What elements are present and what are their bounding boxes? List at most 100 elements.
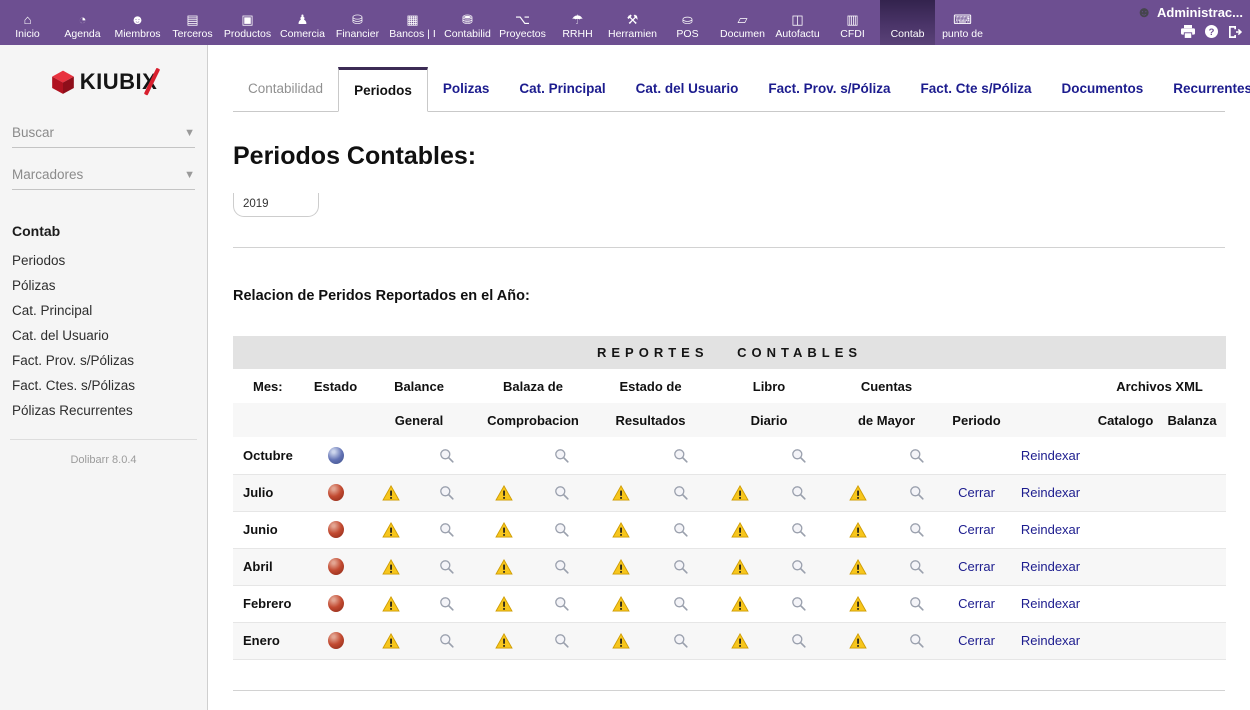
nav-item-miembros[interactable]: ☻ Miembros (110, 0, 165, 45)
tab-recurrentes[interactable]: Recurrentes (1173, 81, 1250, 96)
tab-fact-cte-s-p-liza[interactable]: Fact. Cte s/Póliza (920, 81, 1032, 96)
search-icon-balance-general[interactable] (439, 596, 455, 612)
nav-item-punto-de[interactable]: ⌨ punto de (935, 0, 990, 45)
search-icon-balance-general[interactable] (439, 559, 455, 575)
nav-item-rrhh[interactable]: ☂ RRHH (550, 0, 605, 45)
reindexar-link[interactable]: Reindexar (1020, 559, 1081, 574)
col-subheader-de-mayor: de Mayor (828, 403, 945, 437)
search-icon-libro-diario[interactable] (791, 596, 807, 612)
user-menu[interactable]: ☻ Administrac... (1136, 4, 1243, 21)
search-icon-libro-diario[interactable] (791, 485, 807, 501)
tab-contabilidad[interactable]: Contabilidad (248, 81, 324, 96)
nav-item-terceros[interactable]: ▤ Terceros (165, 0, 220, 45)
search-icon-estado-resultados[interactable] (673, 633, 689, 649)
logout-icon[interactable] (1227, 25, 1243, 39)
tab-cat-del-usuario[interactable]: Cat. del Usuario (635, 81, 739, 96)
search-icon-cuentas-mayor[interactable] (909, 596, 925, 612)
sidebar-item-cat-del-usuario[interactable]: Cat. del Usuario (12, 328, 109, 343)
nav-item-proyectos[interactable]: ⌥ Proyectos (495, 0, 550, 45)
reportes-contables-band: REPORTES CONTABLES (233, 336, 1227, 369)
nav-item-pos[interactable]: ⛀ POS (660, 0, 715, 45)
reindexar-link[interactable]: Reindexar (1020, 485, 1081, 500)
sidebar-item-fact-prov-s-p-lizas[interactable]: Fact. Prov. s/Pólizas (12, 353, 135, 368)
banks-icon: ▦ (406, 12, 419, 27)
cerrar-link[interactable]: Cerrar (958, 633, 995, 648)
print-icon[interactable] (1180, 24, 1196, 39)
nav-item-inicio[interactable]: ⌂ Inicio (0, 0, 55, 45)
tab-fact-prov-s-p-liza[interactable]: Fact. Prov. s/Póliza (768, 81, 891, 96)
nav-item-documen[interactable]: ▱ Documen (715, 0, 770, 45)
catalogo-cell (1093, 585, 1158, 623)
search-icon-balanza-comprobacion[interactable] (554, 485, 570, 501)
nav-item-productos[interactable]: ▣ Productos (220, 0, 275, 45)
nav-item-agenda[interactable]: ◔ Agenda (55, 0, 110, 45)
search-icon-estado-resultados[interactable] (673, 596, 689, 612)
cerrar-link[interactable]: Cerrar (958, 559, 995, 574)
search-icon-balance-general[interactable] (439, 522, 455, 538)
reindexar-link[interactable]: Reindexar (1020, 447, 1081, 463)
bookmarks-dropdown-label: Marcadores (12, 167, 84, 182)
search-icon-estado-resultados[interactable] (673, 559, 689, 575)
sidebar-item-periodos[interactable]: Periodos (12, 253, 66, 268)
nav-item-cfdi[interactable]: ▥ CFDI (825, 0, 880, 45)
tab-periodos[interactable]: Periodos (338, 67, 428, 112)
search-icon-balanza-comprobacion[interactable] (554, 448, 570, 464)
sidebar-item-p-lizas[interactable]: Pólizas (12, 278, 56, 293)
status-cell (308, 437, 363, 475)
search-icon-balance-general[interactable] (439, 633, 455, 649)
cfdi-icon: ▥ (846, 12, 859, 27)
nav-item-autofactu[interactable]: ◫ Autofactu (770, 0, 825, 45)
cerrar-link[interactable]: Cerrar (958, 522, 995, 537)
cerrar-link[interactable]: Cerrar (958, 596, 995, 611)
nav-item-bancos-i[interactable]: ▦ Bancos | I (385, 0, 440, 45)
tab-polizas[interactable]: Polizas (442, 81, 490, 96)
search-icon-libro-diario[interactable] (791, 448, 807, 464)
tools-icon: ⚒ (626, 12, 639, 27)
bookmarks-dropdown[interactable]: Marcadores ▼ (12, 167, 195, 190)
year-input[interactable] (233, 193, 319, 217)
nav-item-comercia[interactable]: ♟ Comercia (275, 0, 330, 45)
reindexar-link[interactable]: Reindexar (1020, 522, 1081, 537)
sidebar-item-p-lizas-recurrentes[interactable]: Pólizas Recurrentes (12, 403, 133, 418)
warning-cell-estado-resultados (591, 622, 651, 660)
search-icon-balanza-comprobacion[interactable] (554, 596, 570, 612)
search-icon-estado-resultados[interactable] (673, 448, 689, 464)
search-icon-cuentas-mayor[interactable] (909, 485, 925, 501)
nav-item-herramien[interactable]: ⚒ Herramien (605, 0, 660, 45)
help-icon[interactable]: ? (1204, 24, 1219, 39)
search-icon-cuentas-mayor[interactable] (909, 522, 925, 538)
sidebar-item-fact-ctes-s-p-lizas[interactable]: Fact. Ctes. s/Pólizas (12, 378, 136, 393)
search-icon-estado-resultados[interactable] (673, 522, 689, 538)
periodo-cell: Cerrar (945, 474, 1008, 512)
search-icon-balance-general[interactable] (439, 448, 455, 464)
tab-cat-principal[interactable]: Cat. Principal (519, 81, 606, 96)
search-icon-libro-diario[interactable] (791, 633, 807, 649)
search-dropdown[interactable]: Buscar ▼ (12, 125, 195, 148)
search-icon-balance-general[interactable] (439, 485, 455, 501)
kiubix-logo[interactable]: KIUBIX (0, 45, 207, 95)
search-icon-balanza-comprobacion[interactable] (554, 633, 570, 649)
reindexar-link[interactable]: Reindexar (1020, 633, 1081, 648)
reindexar-link[interactable]: Reindexar (1020, 596, 1081, 611)
search-icon-balanza-comprobacion[interactable] (554, 559, 570, 575)
nav-item-financier[interactable]: ⛁ Financier (330, 0, 385, 45)
balanza-cell (1158, 622, 1227, 660)
nav-item-contabilid[interactable]: ⛃ Contabilid (440, 0, 495, 45)
search-icon-cuentas-mayor[interactable] (909, 559, 925, 575)
cerrar-link[interactable]: Cerrar (958, 485, 995, 500)
tab-documentos[interactable]: Documentos (1061, 81, 1144, 96)
col-header-empty (945, 369, 1008, 403)
nav-item-contab[interactable]: Contab (880, 0, 935, 45)
search-icon-estado-resultados[interactable] (673, 485, 689, 501)
warning-cell-balanza-comprobacion (475, 585, 533, 623)
search-icon-libro-diario[interactable] (791, 559, 807, 575)
search-icon-libro-diario[interactable] (791, 522, 807, 538)
search-icon-balanza-comprobacion[interactable] (554, 522, 570, 538)
status-cell (308, 622, 363, 660)
warning-icon (731, 595, 749, 612)
bottom-divider (233, 689, 1225, 691)
sidebar-item-cat-principal[interactable]: Cat. Principal (12, 303, 93, 318)
search-icon-cuentas-mayor[interactable] (909, 448, 925, 464)
reindex-cell: Reindexar (1008, 474, 1093, 512)
search-icon-cuentas-mayor[interactable] (909, 633, 925, 649)
